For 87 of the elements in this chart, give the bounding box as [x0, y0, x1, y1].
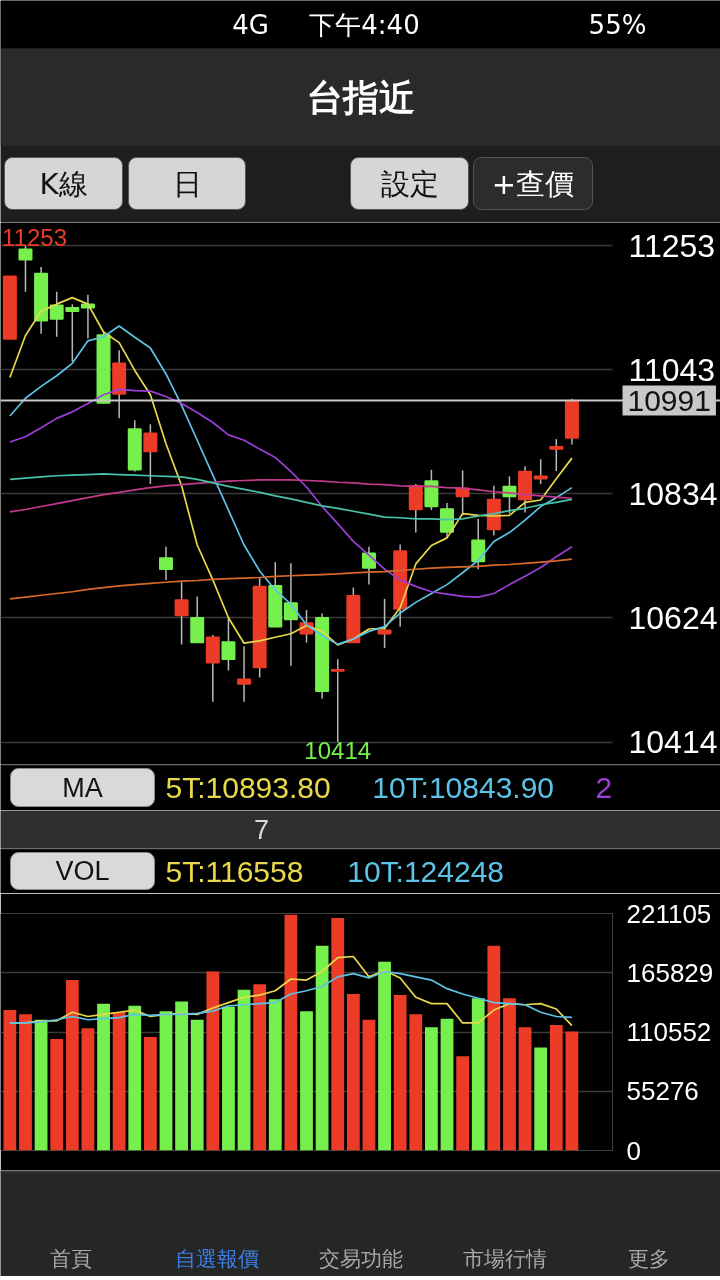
y-tick-label: 11253	[628, 227, 716, 264]
candlestick	[377, 598, 392, 649]
bar	[112, 1012, 126, 1151]
bar	[518, 1027, 532, 1151]
bar	[456, 1056, 470, 1151]
bar	[315, 945, 329, 1151]
bar	[471, 998, 485, 1151]
bar	[206, 971, 220, 1151]
candlestick	[143, 423, 158, 485]
y-tick-label: 0	[626, 1135, 641, 1166]
text: 55%	[588, 9, 647, 40]
bar	[175, 1001, 188, 1151]
bar	[425, 1027, 438, 1151]
bar	[190, 1019, 204, 1151]
text: 自選報價	[174, 1246, 259, 1271]
line-series	[9, 479, 573, 513]
text: 更多	[627, 1246, 670, 1271]
annotation: 11253	[2, 223, 68, 251]
text: 設定	[380, 166, 439, 201]
legend-title: MA	[62, 772, 103, 803]
text: 5T:116558	[165, 854, 304, 888]
bar	[331, 917, 345, 1151]
candlestick	[237, 645, 252, 703]
bar	[143, 1036, 157, 1151]
bar	[268, 999, 282, 1151]
candlestick	[221, 617, 236, 672]
text: 下午4:40	[309, 9, 420, 40]
text: 2	[595, 770, 613, 804]
bar	[284, 914, 298, 1151]
text: 5T:10893.80	[165, 771, 331, 804]
line-series	[9, 388, 573, 598]
bar	[253, 984, 267, 1151]
bar	[487, 945, 501, 1151]
bar	[362, 1019, 376, 1151]
bar	[3, 1010, 17, 1151]
chart-title: 台指近	[306, 77, 415, 118]
bar	[393, 995, 407, 1151]
candlestick	[440, 502, 455, 539]
y-tick-label: 55276	[626, 1076, 699, 1107]
bar	[81, 1028, 95, 1151]
bar	[409, 1014, 423, 1151]
bar	[378, 961, 391, 1151]
y-tick-label: 110552	[626, 1017, 712, 1047]
line-series	[9, 558, 573, 600]
bar	[237, 989, 251, 1151]
bar	[222, 1006, 235, 1151]
text: 日	[172, 166, 202, 201]
candlestick	[408, 483, 423, 534]
line-series	[9, 970, 573, 1024]
y-tick-label: 221105	[626, 898, 712, 929]
bar	[440, 1018, 454, 1151]
text: +查價	[491, 166, 575, 201]
candlestick	[283, 562, 298, 667]
bar	[534, 1047, 548, 1151]
candlestick	[471, 518, 486, 570]
text: K線	[39, 166, 88, 201]
y-tick-label: 165829	[626, 957, 714, 988]
bar	[565, 1031, 579, 1151]
candlestick	[330, 658, 345, 743]
bar	[65, 980, 79, 1151]
text: 4G	[232, 9, 269, 40]
candlestick	[174, 581, 189, 646]
text: 首頁	[49, 1246, 92, 1271]
bar	[159, 1011, 173, 1151]
text: 10T:124248	[347, 854, 505, 888]
text: 交易功能	[318, 1246, 403, 1271]
bar	[503, 998, 516, 1151]
text: 10T:10843.90	[372, 771, 555, 804]
annotation: 10414	[304, 737, 372, 765]
candlestick	[549, 438, 564, 472]
bar	[128, 1005, 142, 1151]
line-series	[9, 473, 573, 521]
bar	[97, 1003, 110, 1151]
bar	[50, 1039, 64, 1151]
bar	[549, 1025, 563, 1151]
bar	[300, 1011, 313, 1151]
bar	[19, 1014, 32, 1151]
legend-title: VOL	[55, 856, 110, 886]
y-tick-label: 10414	[628, 724, 718, 761]
text: 市場行情	[462, 1246, 547, 1271]
candlestick	[18, 244, 33, 293]
y-tick-label: 10624	[628, 599, 718, 636]
bar	[346, 994, 360, 1151]
candlestick	[158, 546, 173, 581]
y-tick-label: 10834	[628, 475, 718, 512]
bar	[34, 1019, 48, 1151]
text: 7	[253, 815, 270, 845]
